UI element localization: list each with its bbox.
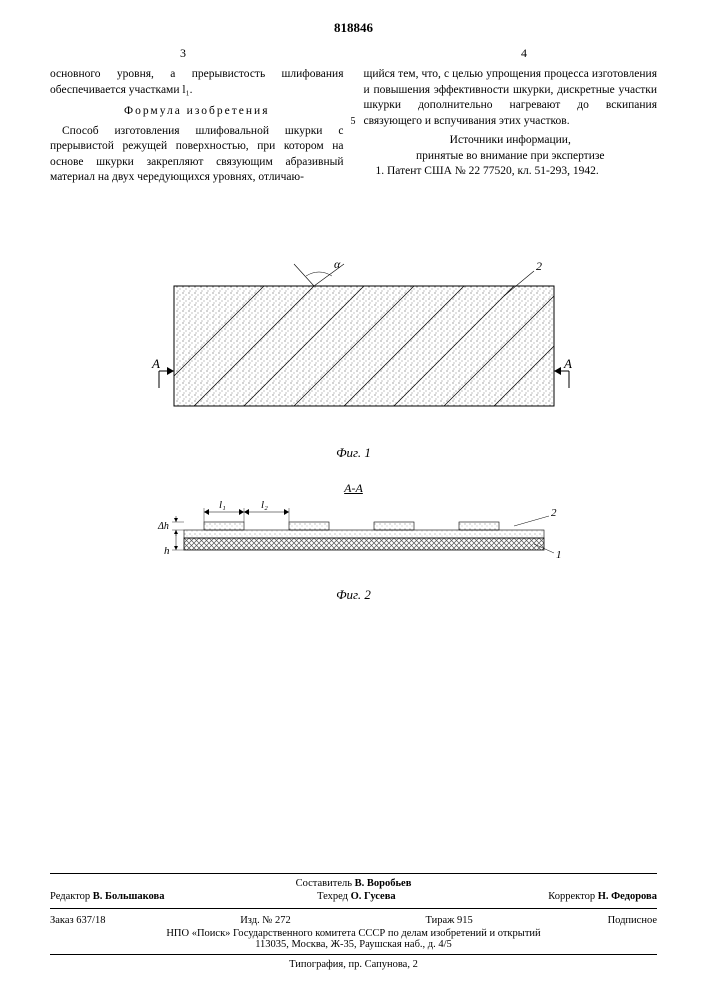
figure-1: α 2 A A Фиг. 1 [50,256,657,461]
order-number: Заказ 637/18 [50,915,105,926]
editor-label: Редактор [50,891,90,902]
delta-h-label: Δh [157,521,169,532]
formula-title: Формула изобретения [50,104,344,120]
footer: Составитель В. Воробьев Редактор В. Боль… [50,869,657,970]
l1-label: l₁ [219,499,226,511]
figure-2: A-A [50,481,657,603]
section-a-a-label: A-A [50,481,657,496]
fig1-label-2: 2 [536,259,542,273]
sources-subtitle: принятые во внимание при экспертизе [364,149,658,165]
corrector-label: Корректор [548,891,595,902]
left-p2: Способ изготовления шлифовальной шкурки … [50,124,344,186]
left-p1: основного уровня, а прерывистость шлифов… [50,67,344,98]
edition-number: Изд. № 272 [240,915,291,926]
compiler-label: Составитель [296,878,352,889]
address: 113035, Москва, Ж-35, Раушская наб., д. … [50,939,657,950]
fig1-caption: Фиг. 1 [50,445,657,461]
organization: НПО «Поиск» Государственного комитета СС… [50,928,657,939]
tech-name: О. Гусева [351,891,396,902]
page-num-right: 4 [521,46,527,61]
right-p1: щийся тем, что, с целью упрощения процес… [364,67,658,129]
subscription-label: Подписное [608,915,657,926]
fig2-caption: Фиг. 2 [50,587,657,603]
sources-title: Источники информации, [364,133,658,149]
editor-name: В. Большакова [93,891,165,902]
fig2-label-1: 1 [556,549,562,561]
tech-label: Техред [317,891,348,902]
section-marker-right: A [554,356,572,388]
angle-alpha-label: α [334,257,341,271]
svg-text:A: A [563,356,572,371]
left-column: основного уровня, а прерывистость шлифов… [50,67,344,186]
page-num-left: 3 [180,46,186,61]
document-number: 818846 [50,20,657,36]
svg-text:A: A [151,356,160,371]
fig2-label-2: 2 [551,507,557,519]
typography: Типография, пр. Сапунова, 2 [50,959,657,970]
section-marker-left: A [151,356,174,388]
compiler-name: В. Воробьев [355,878,412,889]
source-1: 1. Патент США № 22 77520, кл. 51-293, 19… [364,164,658,180]
right-column: щийся тем, что, с целью упрощения процес… [364,67,658,186]
line-number-5: 5 [351,115,356,129]
h-label: h [164,545,170,557]
print-run: Тираж 915 [426,915,473,926]
l2-label: l₂ [261,499,268,511]
corrector-name: Н. Федорова [598,891,657,902]
